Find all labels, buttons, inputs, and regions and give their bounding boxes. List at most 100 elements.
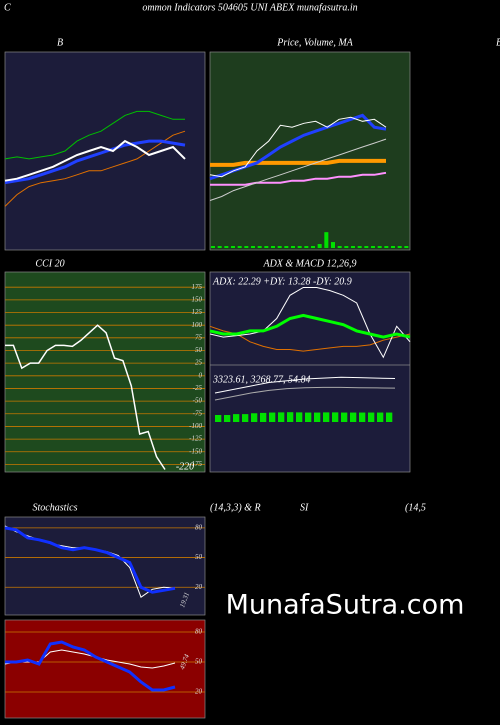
panel [4, 271, 206, 473]
histogram-bar [368, 412, 375, 422]
volume-bar [237, 246, 242, 248]
series-line [4, 110, 185, 160]
volume-bar [311, 246, 315, 248]
annotation: -220 [176, 461, 194, 472]
histogram-bar [314, 412, 321, 422]
panel-title: ADX & MACD 12,26,9 [262, 258, 356, 269]
histogram-bar [278, 412, 285, 422]
panel [209, 271, 411, 473]
y-tick-label: 50 [195, 658, 203, 666]
series-line [5, 640, 176, 692]
y-tick-label: 50 [195, 346, 203, 354]
series-line [214, 376, 396, 394]
histogram-bar [296, 412, 303, 422]
volume-bar [284, 246, 289, 248]
series-line [210, 158, 386, 167]
header-mark: B [496, 37, 500, 48]
y-tick-label: -150 [189, 447, 202, 455]
volume-bar [404, 246, 409, 248]
y-tick-label: -75 [193, 409, 203, 417]
volume-bar [317, 244, 322, 248]
volume-bar [344, 246, 349, 248]
watermark: MunafaSutra.com [226, 590, 465, 621]
volume-bar [304, 246, 309, 248]
panel-subtitle: (14,3,3) & R [210, 502, 261, 513]
panel [4, 619, 206, 719]
histogram-bar [215, 415, 222, 422]
volume-bar [364, 246, 369, 248]
series-line [4, 139, 186, 182]
y-tick-label: 20 [195, 583, 203, 591]
histogram-bar [386, 412, 393, 422]
volume-bar [297, 246, 302, 248]
rsi-params: (14,5 [405, 502, 426, 513]
volume-bar [277, 246, 282, 248]
histogram-bar [359, 412, 366, 422]
series-line [209, 325, 411, 352]
series-line [209, 313, 411, 339]
histogram-bar [305, 412, 312, 422]
volume-bar [224, 246, 229, 248]
histogram-bar [224, 415, 231, 422]
rsi-title: SI [300, 502, 309, 513]
volume-bar [384, 246, 389, 248]
series-line [4, 526, 176, 594]
histogram-bar [287, 412, 294, 422]
panel-title: CCI 20 [35, 258, 64, 269]
y-tick-label: 175 [192, 283, 203, 291]
y-tick-label: -175 [189, 460, 202, 468]
volume-bar [257, 246, 262, 248]
volume-bar [217, 246, 222, 248]
series-line [209, 287, 411, 359]
histogram-bar [377, 412, 384, 422]
series-line [209, 116, 387, 178]
panel-title: B [57, 37, 63, 48]
volume-bar [244, 246, 249, 248]
volume-bar [371, 246, 375, 248]
panel-title: Price, Volume, MA [276, 37, 353, 48]
y-tick-label: 25 [195, 359, 203, 367]
volume-bar [251, 246, 255, 248]
volume-bar [324, 232, 329, 248]
histogram-bar [251, 413, 258, 422]
volume-bar [357, 246, 362, 248]
series-line [209, 138, 387, 201]
y-tick-label: 50 [195, 553, 203, 561]
histogram-bar [341, 412, 348, 422]
series-line [210, 171, 387, 186]
y-tick-label: 125 [192, 308, 203, 316]
y-tick-label: 75 [195, 333, 203, 341]
series-line [4, 139, 186, 185]
volume-bar [331, 242, 335, 248]
volume-bar [264, 246, 269, 248]
volume-bar [291, 246, 295, 248]
macd-label: 3323.61, 3268.77, 54.84 [212, 374, 311, 385]
header-mark: C [4, 2, 11, 13]
volume-bar [271, 246, 275, 248]
volume-bar [231, 246, 235, 248]
volume-bar [377, 246, 382, 248]
histogram-bar [233, 414, 240, 422]
histogram-bar [350, 412, 357, 422]
header-title: ommon Indicators 504605 UNI ABEX munafas… [142, 2, 357, 13]
y-tick-label: 80 [195, 523, 203, 531]
histogram-bar [260, 412, 267, 422]
y-tick-label: 100 [192, 321, 203, 329]
y-tick-label: 150 [192, 295, 203, 303]
series-line [5, 324, 166, 470]
histogram-bar [323, 412, 330, 422]
histogram-bar [242, 414, 249, 422]
y-tick-label: -50 [193, 397, 203, 405]
adx-label: ADX: 22.29 +DY: 13.28 -DY: 20.9 [212, 276, 352, 287]
y-tick-label: -100 [189, 422, 202, 430]
histogram-bar [269, 412, 276, 422]
volume-bar [211, 246, 215, 248]
panel [209, 51, 411, 251]
panel [4, 516, 206, 616]
histogram-bar [332, 412, 339, 422]
volume-bar [337, 246, 342, 248]
y-tick-label: 0 [199, 371, 203, 379]
y-tick-label: 20 [195, 688, 203, 696]
series-line [214, 386, 396, 401]
panel-title: Stochastics [33, 502, 78, 513]
